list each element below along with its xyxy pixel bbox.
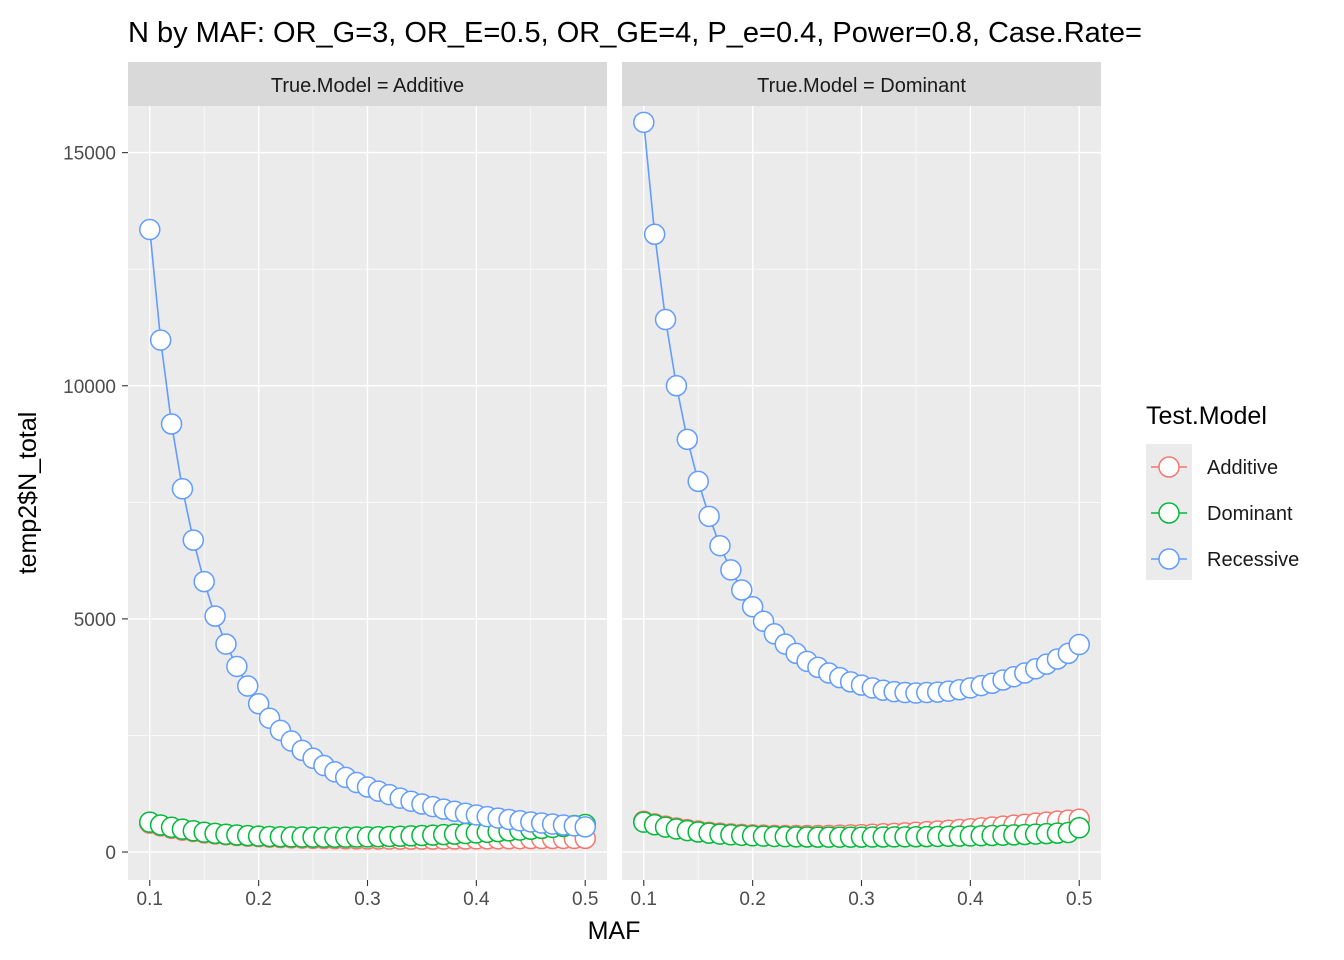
y-axis-title: temp2$N_total	[14, 412, 42, 575]
data-point-recessive	[215, 633, 237, 655]
data-point-recessive	[687, 470, 709, 493]
facet-panel-2: True.Model = Dominant 0.1 0.2 0.3 0.4 0.5	[622, 62, 1101, 910]
legend-entry-recessive: Recessive	[1151, 548, 1299, 571]
facet-strip-label: True.Model = Additive	[271, 75, 464, 97]
facet-strip-label: True.Model = Dominant	[757, 75, 966, 97]
legend-label: Recessive	[1207, 549, 1299, 571]
facet-panels: 0 5000 10000 15000 True.Model = Additive 0.1 0…	[63, 62, 1101, 910]
data-point-recessive	[204, 605, 226, 627]
y-tick-label: 0	[105, 843, 116, 864]
data-point-recessive	[741, 596, 764, 618]
facet-strip	[128, 62, 607, 106]
x-tick-label: 0.2	[245, 889, 271, 910]
data-point-recessive	[247, 693, 270, 715]
data-point-dominant	[1068, 817, 1090, 839]
data-point-recessive	[720, 559, 742, 581]
data-point-recessive	[1068, 633, 1090, 656]
legend-label: Dominant	[1207, 503, 1293, 525]
x-tick-label: 0.2	[739, 889, 765, 910]
data-point-recessive	[237, 675, 259, 697]
x-tick-label: 0.5	[1066, 889, 1092, 910]
data-point-recessive	[171, 478, 194, 500]
legend-key-point	[1158, 502, 1180, 524]
data-point-recessive	[226, 655, 248, 678]
legend-key-point	[1158, 456, 1180, 478]
y-tick-label: 10000	[63, 377, 116, 398]
data-point-recessive	[139, 218, 161, 241]
x-tick-label: 0.4	[957, 889, 984, 910]
data-point-recessive	[149, 329, 172, 351]
x-tick-label: 0.1	[137, 889, 163, 910]
data-point-recessive	[698, 505, 720, 528]
data-point-recessive	[182, 529, 205, 551]
x-tick-label: 0.3	[848, 889, 874, 910]
legend-label: Additive	[1207, 457, 1278, 479]
x-tick-label: 0.1	[631, 889, 657, 910]
facet-panel-1: True.Model = Additive 0.1 0.2 0.3 0.4 0.5	[128, 62, 607, 910]
legend: Test.Model Additive Dominant Recessive	[1146, 402, 1299, 580]
legend-entry-dominant: Dominant	[1151, 502, 1293, 525]
data-point-recessive	[731, 579, 753, 601]
y-tick-label: 15000	[63, 144, 116, 165]
facet-strip	[622, 62, 1101, 106]
data-point-recessive	[160, 413, 183, 435]
legend-title: Test.Model	[1146, 402, 1267, 430]
data-point-recessive	[709, 534, 731, 557]
legend-key-point	[1158, 548, 1180, 570]
data-point-recessive	[193, 570, 215, 593]
data-point-recessive	[676, 428, 699, 451]
chart-title: N by MAF: OR_G=3, OR_E=0.5, OR_GE=4, P_e…	[128, 17, 1142, 49]
data-point-recessive	[654, 308, 677, 331]
x-tick-label: 0.3	[354, 889, 380, 910]
x-tick-label: 0.4	[463, 889, 490, 910]
y-tick-label: 5000	[74, 610, 116, 631]
data-point-recessive	[633, 111, 655, 134]
x-axis-title: MAF	[588, 917, 641, 945]
legend-entry-additive: Additive	[1151, 456, 1278, 479]
data-point-recessive	[643, 223, 666, 245]
x-tick-label: 0.5	[572, 889, 598, 910]
data-point-recessive	[574, 816, 596, 838]
data-point-recessive	[665, 375, 688, 397]
legend-entries: Additive Dominant Recessive	[1151, 456, 1299, 571]
